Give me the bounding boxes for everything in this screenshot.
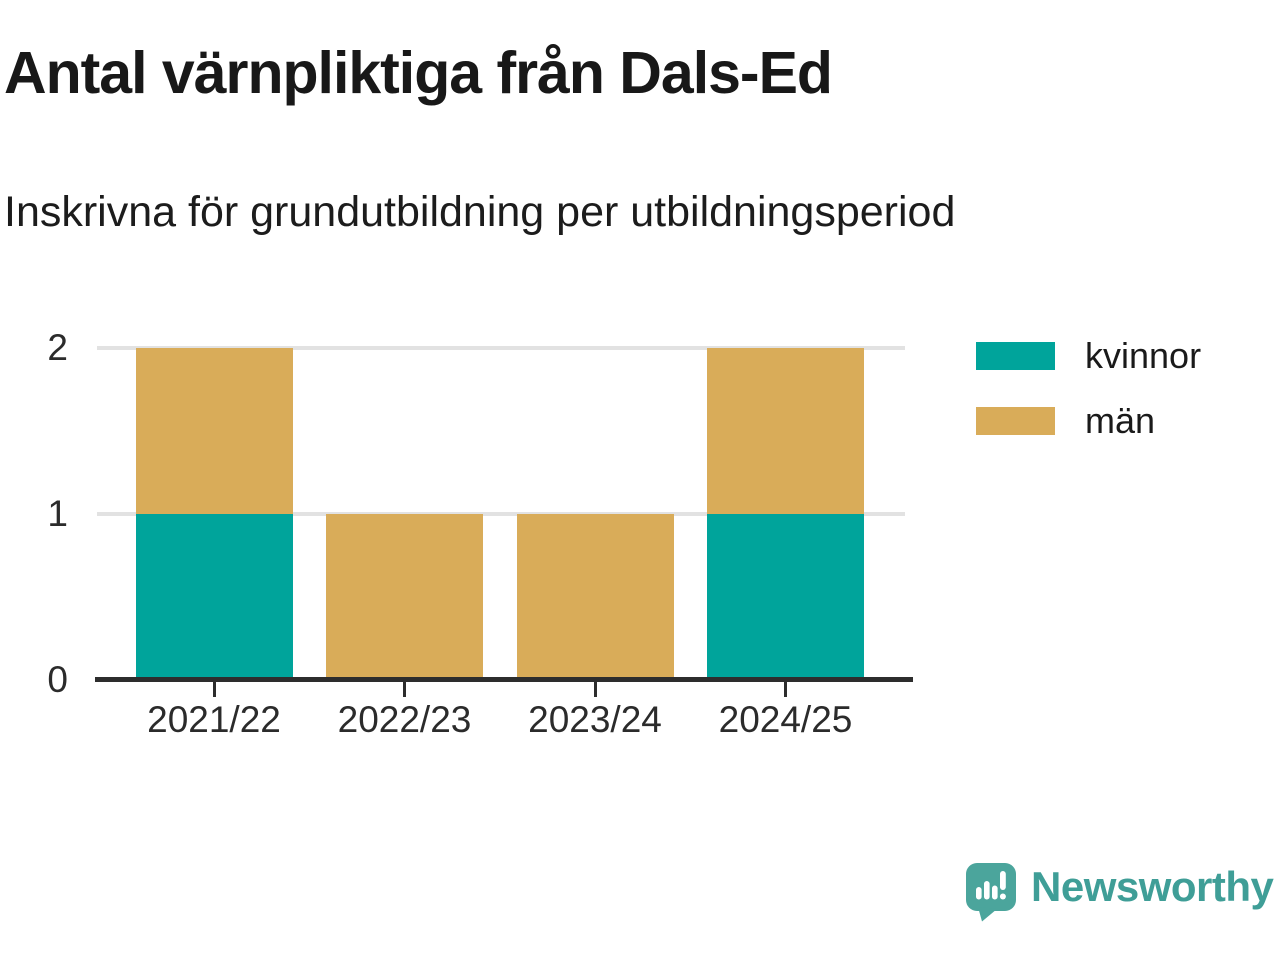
x-axis-tick-2024-25 bbox=[784, 682, 787, 697]
chart-legend: kvinnor män bbox=[976, 338, 1201, 468]
y-tick-label-1: 1 bbox=[47, 493, 68, 534]
bar-segment-m-n-2021-22 bbox=[135, 348, 293, 514]
x-axis-tick-2021-22 bbox=[212, 682, 216, 697]
legend-item-man: män bbox=[976, 403, 1201, 439]
legend-label-man: män bbox=[1085, 400, 1156, 441]
bar-segment-m-n-2024-25 bbox=[707, 348, 864, 514]
x-axis-line bbox=[95, 677, 913, 682]
bar-segment-kvinnor-2021-22 bbox=[135, 514, 293, 680]
x-tick-label-2022-23: 2022/23 bbox=[337, 699, 472, 740]
chart-subtitle: Inskrivna för grundutbildning per utbild… bbox=[4, 188, 956, 236]
x-tick-label-2021-22: 2021/22 bbox=[147, 699, 281, 740]
legend-swatch-kvinnor bbox=[976, 342, 1055, 370]
brand-name: Newsworthy bbox=[1031, 863, 1274, 910]
chart-title: Antal värnpliktiga från Dals-Ed bbox=[4, 40, 833, 106]
speech-bubble-chart-icon bbox=[966, 863, 1016, 922]
bar-segment-m-n-2022-23 bbox=[326, 514, 483, 680]
legend-item-kvinnor: kvinnor bbox=[976, 338, 1201, 374]
x-tick-label-2024-25: 2024/25 bbox=[718, 699, 853, 740]
x-axis-tick-2023-24 bbox=[593, 682, 597, 697]
legend-swatch-man bbox=[976, 407, 1055, 435]
gridline-y-2 bbox=[97, 346, 905, 350]
x-axis-tick-2022-23 bbox=[403, 682, 406, 697]
gridline-y-1 bbox=[97, 512, 905, 516]
legend-label-kvinnor: kvinnor bbox=[1085, 335, 1202, 376]
bar-segment-m-n-2023-24 bbox=[516, 514, 674, 680]
y-tick-label-0: 0 bbox=[47, 659, 68, 700]
newsworthy-logo: Newsworthy bbox=[964, 861, 1274, 923]
x-tick-label-2023-24: 2023/24 bbox=[528, 699, 662, 740]
bar-segment-kvinnor-2024-25 bbox=[707, 514, 864, 680]
y-tick-label-2: 2 bbox=[47, 327, 68, 368]
